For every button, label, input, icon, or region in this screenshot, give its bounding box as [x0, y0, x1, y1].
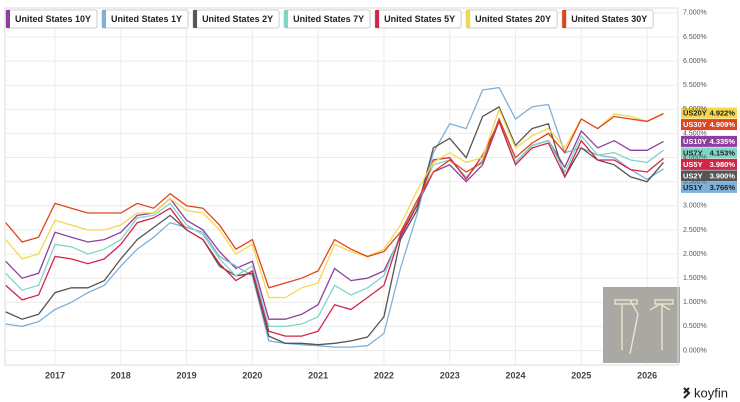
end-tag-box [681, 170, 737, 182]
y-tick-label: 4.000% [683, 154, 707, 161]
legend-item: United States 20Y [465, 9, 558, 29]
end-tag-value: 4.153% [710, 148, 736, 157]
legend-label: United States 10Y [15, 14, 91, 24]
end-tag-value: 4.335% [710, 137, 736, 146]
legend-label: United States 5Y [384, 14, 455, 24]
x-tick-label: 2025 [571, 370, 591, 380]
end-tag: US20Y 4.922% [681, 107, 737, 119]
y-tick-label: 3.000% [683, 203, 707, 210]
y-tick-label: 5.500% [683, 82, 707, 89]
watermark-figure [614, 299, 674, 355]
end-tag: US10Y 4.335% [681, 135, 737, 147]
x-tick-label: 2020 [242, 370, 262, 380]
x-tick-label: 2022 [374, 370, 394, 380]
legend-label: United States 2Y [202, 14, 273, 24]
series-line [5, 119, 664, 320]
series-line [5, 117, 664, 328]
end-tag-value: 4.909% [710, 120, 736, 129]
legend: United States 10Y United States 1Y United … [5, 9, 654, 29]
series-line [5, 113, 664, 289]
legend-item: United States 5Y [374, 9, 462, 29]
end-tag-box [681, 107, 737, 119]
legend-swatch [6, 10, 10, 28]
legend-label: United States 20Y [475, 14, 551, 24]
legend-swatch [102, 10, 107, 28]
end-tag-value: 3.980% [710, 160, 736, 169]
end-tag-ticker: US1Y [683, 183, 703, 192]
legend-item: United States 7Y [283, 9, 371, 29]
y-tick-label: 2.500% [683, 227, 707, 234]
y-tick-label: 3.500% [683, 179, 707, 186]
legend-swatch [466, 10, 471, 28]
y-tick-label: 2.000% [683, 251, 707, 258]
series-line [5, 86, 664, 348]
end-tag-box [681, 135, 737, 147]
end-tag-ticker: US20Y [683, 109, 707, 118]
series-line [5, 107, 664, 299]
end-tag: US5Y 3.980% [681, 158, 737, 170]
end-tag-ticker: US7Y [683, 148, 703, 157]
end-tag-box [681, 158, 737, 170]
end-tags: US10Y 4.335% US1Y 3.766% US2Y 3.900% US7Y 4.153… [681, 107, 737, 193]
y-tick-label: 4.500% [683, 130, 707, 137]
legend-item: United States 30Y [561, 9, 654, 29]
y-tick-label: 5.000% [683, 106, 707, 113]
x-tick-label: 2024 [505, 370, 525, 380]
legend-swatch [562, 10, 567, 28]
legend-item: United States 1Y [101, 9, 189, 29]
y-tick-label: 1.500% [683, 275, 707, 282]
lines [5, 86, 664, 348]
y-tick-label: 1.000% [683, 299, 707, 306]
legend-swatch [284, 10, 289, 28]
brand-icon [683, 387, 691, 399]
x-tick-label: 2021 [308, 370, 328, 380]
y-tick-label: 0.500% [683, 323, 707, 330]
x-tick-label: 2023 [440, 370, 460, 380]
end-tag-value: 3.900% [710, 171, 736, 180]
end-tag-ticker: US10Y [683, 137, 707, 146]
y-tick-label: 0.000% [683, 347, 707, 354]
y-tick-label: 6.500% [683, 34, 707, 41]
plot-frame [4, 7, 679, 366]
legend-item: United States 10Y [5, 9, 98, 29]
x-tick-label: 2019 [177, 370, 197, 380]
end-tag-ticker: US2Y [683, 171, 703, 180]
brand: koyfin [683, 385, 728, 400]
end-tag-value: 4.922% [710, 109, 736, 118]
x-tick-label: 2026 [637, 370, 657, 380]
end-tag: US7Y 4.153% [681, 147, 737, 159]
x-tick-label: 2017 [45, 370, 65, 380]
end-tag-box [681, 147, 737, 159]
legend-item: United States 2Y [192, 9, 280, 29]
y-tick-label: 6.000% [683, 58, 707, 65]
y-tick-label: 7.000% [683, 10, 707, 17]
brand-name: koyfin [694, 385, 728, 400]
series-line [5, 119, 664, 337]
end-tag-ticker: US30Y [683, 120, 707, 129]
watermark-box [603, 287, 680, 363]
end-tag: US2Y 3.900% [681, 170, 737, 182]
end-tag-value: 3.766% [710, 183, 736, 192]
end-tag-box [681, 119, 737, 131]
legend-swatch [375, 10, 380, 28]
x-tick-label: 2018 [111, 370, 131, 380]
legend-label: United States 1Y [111, 14, 182, 24]
end-tag-ticker: US5Y [683, 160, 703, 169]
end-tag: US1Y 3.766% [681, 181, 737, 193]
legend-swatch [193, 10, 198, 28]
legend-label: United States 7Y [293, 14, 364, 24]
end-tag: US30Y 4.909% [681, 119, 737, 131]
legend-label: United States 30Y [571, 14, 647, 24]
watermark [603, 287, 680, 363]
series-line [5, 105, 664, 346]
end-tag-box [681, 181, 737, 193]
